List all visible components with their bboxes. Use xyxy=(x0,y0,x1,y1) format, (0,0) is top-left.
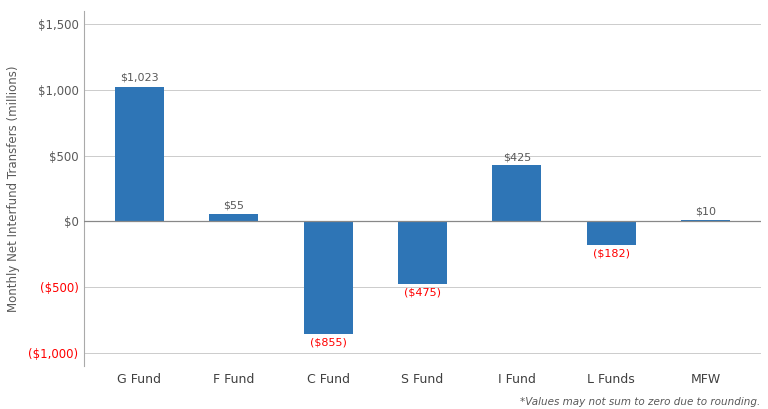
Bar xyxy=(398,221,447,283)
Bar xyxy=(114,87,164,221)
Bar xyxy=(209,214,258,221)
Text: ($855): ($855) xyxy=(310,337,346,348)
Bar xyxy=(303,221,353,334)
Text: $1,023: $1,023 xyxy=(120,73,159,83)
Bar xyxy=(587,221,636,245)
Text: ($182): ($182) xyxy=(593,248,630,258)
Text: ($475): ($475) xyxy=(404,288,441,298)
Bar xyxy=(492,165,541,221)
Text: $55: $55 xyxy=(223,201,244,211)
Text: $425: $425 xyxy=(503,152,531,162)
Bar xyxy=(681,220,730,221)
Text: *Values may not sum to zero due to rounding.: *Values may not sum to zero due to round… xyxy=(520,397,760,407)
Text: $10: $10 xyxy=(695,207,717,217)
Y-axis label: Monthly Net Interfund Transfers (millions): Monthly Net Interfund Transfers (million… xyxy=(7,65,20,312)
